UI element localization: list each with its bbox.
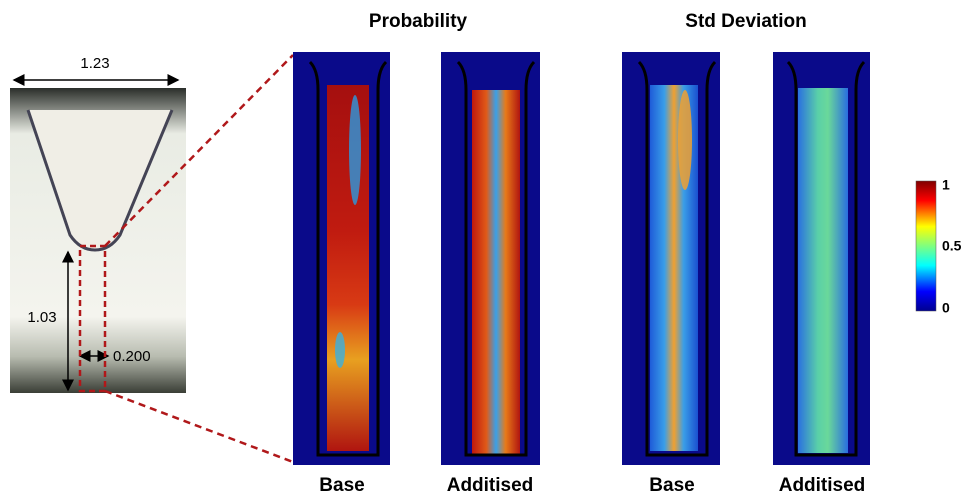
height-label: 1.03 xyxy=(27,309,56,326)
group-title: Probability xyxy=(369,11,468,32)
colorbar-tick: 0.5 xyxy=(942,238,962,254)
gap-label: 0.200 xyxy=(113,348,151,365)
zoom-line xyxy=(104,54,294,247)
panel xyxy=(622,52,720,465)
width-label: 1.23 xyxy=(80,55,109,72)
colorbar-tick: 1 xyxy=(942,177,950,193)
panel xyxy=(441,52,540,465)
panel-label: Additised xyxy=(447,475,534,496)
panel-label: Base xyxy=(319,475,364,496)
zoom-line xyxy=(104,389,294,464)
panel xyxy=(293,52,390,465)
nozzle-outline xyxy=(26,109,174,252)
zoom-box xyxy=(78,244,107,393)
colorbar-tick: 0 xyxy=(942,300,950,316)
panel-label: Additised xyxy=(779,475,866,496)
colorbar xyxy=(915,180,937,312)
group-title: Std Deviation xyxy=(685,11,806,32)
panel xyxy=(773,52,870,465)
panel-label: Base xyxy=(649,475,694,496)
